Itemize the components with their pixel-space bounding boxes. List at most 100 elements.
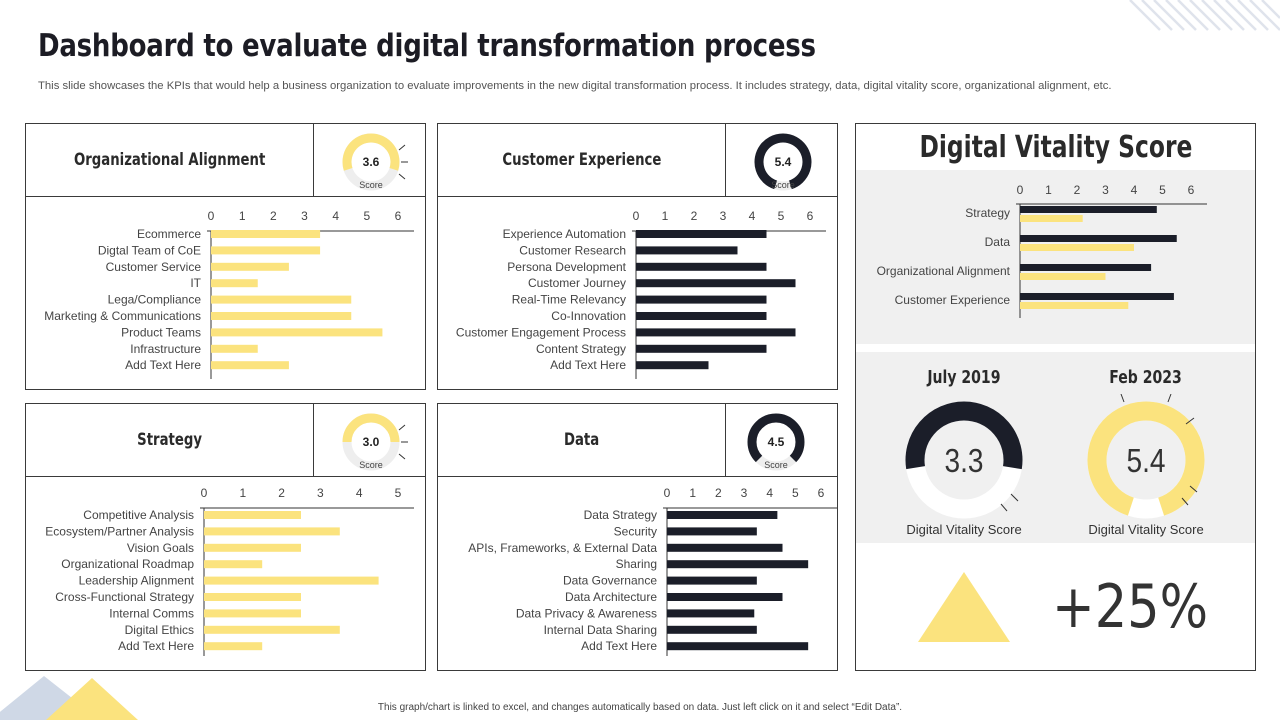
bar	[667, 543, 783, 552]
bar	[211, 262, 289, 271]
x-tick-label: 4	[1131, 183, 1138, 197]
bar	[211, 230, 321, 238]
category-label: Internal Data Sharing	[544, 623, 657, 637]
bar	[1020, 293, 1174, 300]
category-label: Customer Engagement Process	[456, 325, 626, 339]
category-label: Data Governance	[563, 574, 657, 588]
data-score-gauge: 4.5 Score	[747, 413, 805, 471]
category-label: Leadership Alignment	[79, 574, 195, 588]
bar	[204, 593, 301, 601]
category-label: Organizational Roadmap	[61, 557, 194, 571]
gauge-value-arc	[754, 133, 812, 190]
category-label: Competitive Analysis	[83, 508, 194, 522]
org-alignment-title: Organizational Alignment	[73, 150, 266, 170]
bar	[211, 361, 289, 370]
category-label: Security	[614, 524, 657, 538]
category-label: Digtal Team of CoE	[98, 243, 201, 257]
x-tick-label: 2	[1074, 183, 1081, 197]
page-subtitle: This slide showcases the KPIs that would…	[38, 80, 1112, 92]
bar	[204, 543, 301, 552]
bar	[204, 511, 301, 519]
category-label: Content Strategy	[536, 342, 626, 356]
x-tick-label: 3	[720, 209, 727, 223]
july-gauge-arc	[905, 401, 1023, 470]
bar	[636, 361, 709, 370]
category-label: Digital Ethics	[125, 623, 194, 637]
x-tick-label: 3	[317, 486, 324, 500]
x-tick-label: 2	[278, 486, 285, 500]
x-tick-label: 1	[239, 486, 246, 500]
x-tick-label: 2	[691, 209, 698, 223]
x-tick-label: 6	[818, 486, 825, 500]
bar	[636, 312, 767, 320]
category-label: Add Text Here	[125, 358, 201, 372]
category-label: Sharing	[616, 557, 657, 571]
bar	[667, 527, 757, 536]
july-gauge-label: Digital Vitality Score	[906, 522, 1021, 537]
page-title: Dashboard to evaluate digital transforma…	[38, 28, 816, 64]
category-label: Marketing & Communications	[44, 309, 201, 323]
category-label: Ecosystem/Partner Analysis	[45, 524, 194, 538]
strategy-score-value: 3.0	[363, 435, 380, 449]
category-label: Real-Time Relevancy	[512, 293, 626, 307]
category-label: Add Text Here	[581, 639, 657, 653]
bar	[1020, 302, 1129, 309]
strategy-title: Strategy	[137, 430, 202, 450]
bar	[667, 560, 809, 569]
bar	[667, 642, 809, 651]
bar	[667, 593, 783, 601]
x-tick-label: 1	[1045, 183, 1052, 197]
decorative-triangles	[0, 676, 138, 720]
feb-gauge-label: Digital Vitality Score	[1088, 522, 1203, 537]
org-alignment-panel: Organizational Alignment 3.6 Score 0 1 2 3 4…	[25, 123, 426, 390]
gauge-value-arc	[747, 413, 805, 463]
x-tick-label: 6	[1188, 183, 1195, 197]
bar	[204, 642, 263, 651]
x-tick-label: 4	[749, 209, 756, 223]
decorative-stripes	[1129, 0, 1280, 31]
bar	[636, 230, 767, 238]
feb-gauge-arc	[1087, 401, 1205, 516]
bar	[667, 511, 778, 519]
data-bar-chart: 0 1 2 3 4 5 6 Data Strategy Security APIs, Framew…	[468, 486, 837, 656]
x-tick-label: 1	[662, 209, 669, 223]
bar	[204, 560, 263, 569]
x-tick-label: 0	[633, 209, 640, 223]
july-2019-title: July 2019	[927, 367, 1001, 388]
bar	[636, 262, 767, 271]
category-label: Lega/Compliance	[108, 293, 202, 307]
category-label: Internal Comms	[109, 606, 194, 620]
bar	[636, 279, 796, 288]
bar	[1020, 244, 1134, 251]
bar	[636, 246, 738, 255]
bar	[211, 279, 258, 288]
x-tick-label: 0	[664, 486, 671, 500]
bar	[211, 246, 321, 255]
data-panel: Data 4.5 Score 0 1 2 3 4 5 6 Data Strategy Secur…	[437, 403, 838, 671]
cx-bar-chart: 0 1 2 3 4 5 6 Experience Automation Customer Res…	[456, 209, 826, 379]
vitality-bar-chart: 0 1 2 3 4 5 6 Strategy Data Organizational Alignm…	[877, 183, 1207, 318]
bar	[667, 609, 755, 618]
bar	[636, 295, 767, 304]
category-label: Customer Experience	[895, 293, 1011, 307]
category-label: Experience Automation	[503, 227, 626, 241]
category-label: Ecommerce	[137, 227, 201, 241]
cx-score-gauge: 5.4 Score	[754, 133, 812, 191]
bar	[211, 312, 352, 320]
category-label: Vision Goals	[127, 541, 194, 555]
category-label: Add Text Here	[118, 639, 194, 653]
data-title: Data	[563, 430, 600, 450]
gauge-value-arc	[342, 133, 400, 171]
org-score-label: Score	[359, 180, 383, 190]
x-tick-label: 6	[395, 209, 402, 223]
category-label: Persona Development	[507, 260, 626, 274]
x-tick-label: 1	[239, 209, 246, 223]
bar	[211, 328, 383, 337]
strategy-panel: Strategy 3.0 Score 0 1 2 3 4 5 Competitive Ana…	[25, 403, 426, 671]
bar	[204, 625, 340, 634]
org-bar-chart: 0 1 2 3 4 5 6 Ecommerce Digtal Team of CoE Custom…	[44, 209, 414, 379]
feb-2023-title: Feb 2023	[1109, 367, 1183, 388]
increase-triangle-icon	[918, 572, 1010, 642]
bar	[204, 576, 379, 585]
customer-experience-title: Customer Experience	[502, 150, 661, 170]
